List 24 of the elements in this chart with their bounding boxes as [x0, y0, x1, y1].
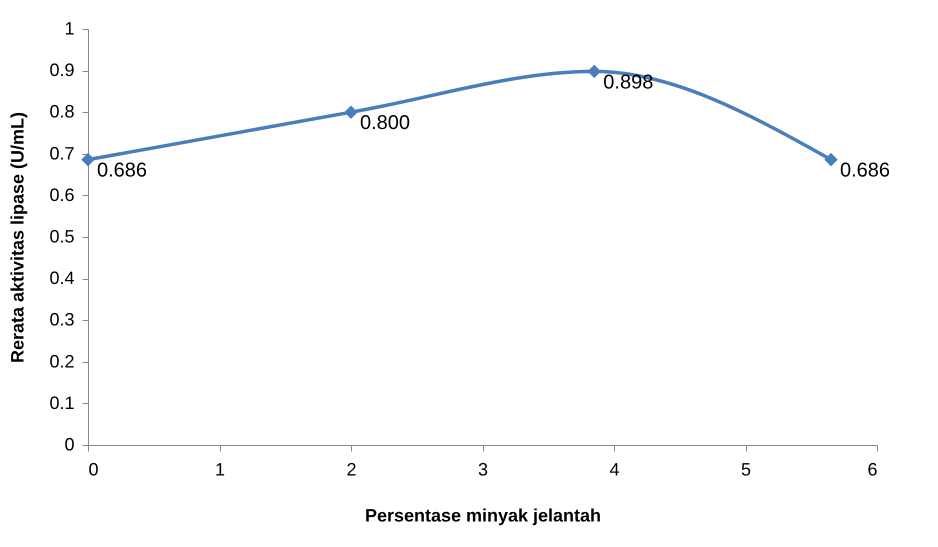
x-tick-label: 4 [609, 460, 620, 480]
x-tick-label: 6 [867, 460, 878, 480]
data-label: 0.686 [840, 160, 890, 182]
y-tick-label: 0.4 [49, 268, 74, 288]
y-tick-label: 0.7 [49, 143, 74, 164]
y-tick-label: 0.2 [49, 351, 74, 372]
y-tick-label: 1 [64, 18, 74, 38]
y-tick-label: 0.6 [49, 184, 74, 205]
data-label: 0.686 [97, 160, 148, 182]
y-tick-label: 0 [64, 434, 74, 454]
data-label: 0.800 [360, 112, 410, 134]
x-tick-label: 1 [214, 460, 226, 480]
x-axis-title: Persentase minyak jelantah [364, 506, 602, 526]
x-tick-label: 0 [88, 460, 99, 480]
data-label: 0.898 [603, 71, 654, 94]
y-tick-label: 0.3 [49, 310, 74, 330]
y-tick-label: 0.1 [49, 392, 74, 413]
x-tick-label: 3 [478, 460, 488, 480]
y-tick-label: 0.9 [49, 60, 74, 80]
x-tick-label: 5 [740, 460, 752, 480]
x-tick-label: 2 [346, 460, 357, 480]
y-tick-label: 0.8 [49, 102, 74, 122]
y-axis-title: Rerata aktivitas lipase (U/mL) [7, 112, 28, 364]
y-tick-label: 0.5 [49, 226, 74, 246]
